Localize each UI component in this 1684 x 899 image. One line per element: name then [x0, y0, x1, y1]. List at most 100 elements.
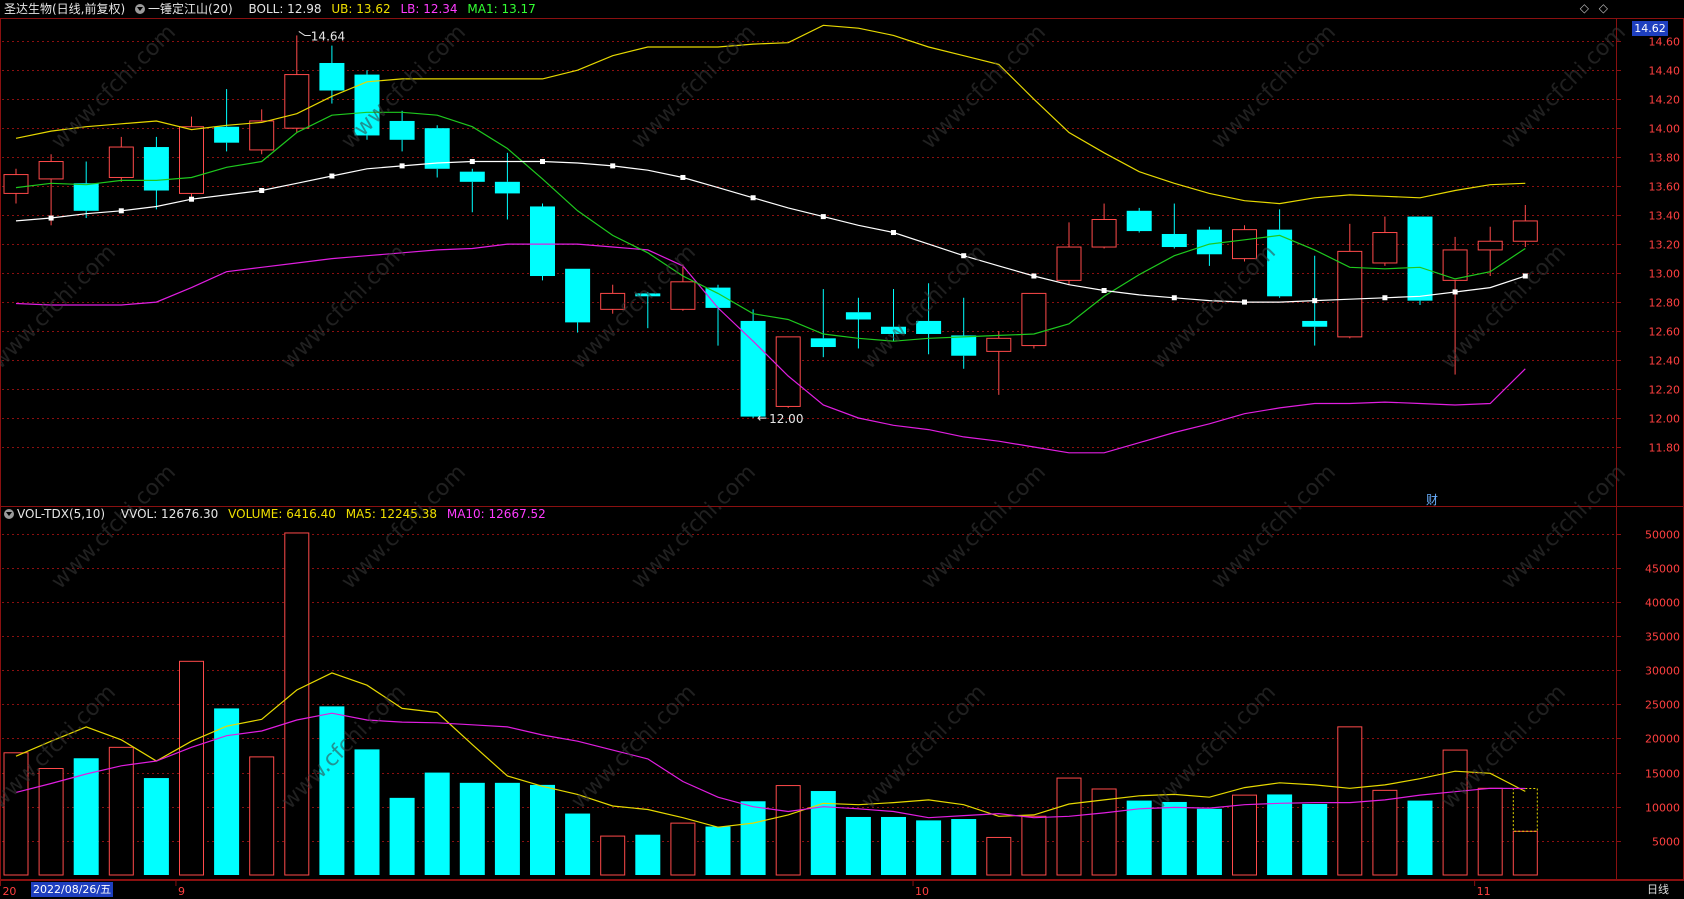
- boll-mid-marker: [1171, 295, 1177, 301]
- candle-body-up: [1056, 246, 1082, 281]
- volume-bar-down: [810, 791, 836, 875]
- price-tick-label: 12.60: [1649, 326, 1681, 339]
- candle-body-down: [1302, 320, 1328, 327]
- boll-mid-marker: [1031, 273, 1037, 279]
- candle-body-down: [740, 320, 766, 417]
- price-tick-label: 13.80: [1649, 152, 1681, 165]
- candle-body-down: [705, 287, 731, 308]
- volume-bar-up: [1337, 726, 1363, 876]
- candle-body-up: [108, 146, 134, 178]
- watermark: www.cfchi.com: [1147, 680, 1281, 814]
- volume-bar-up: [284, 532, 310, 876]
- volume-bar-up: [1056, 777, 1082, 876]
- candle-body-down: [881, 326, 906, 334]
- price-tick-label: 14.00: [1649, 123, 1681, 136]
- watermark: www.cfchi.com: [277, 240, 411, 374]
- candle-body-up: [1337, 250, 1363, 338]
- ub-value: UB: 13.62: [331, 2, 391, 16]
- candle-body-down: [1161, 233, 1187, 248]
- volume-bar-down: [214, 708, 240, 875]
- volume-bar-down: [319, 706, 345, 875]
- volume-value: VOLUME: 6416.40: [228, 507, 336, 521]
- volume-bar-down: [845, 816, 871, 875]
- watermark: www.cfchi.com: [1437, 680, 1571, 814]
- vvol-value: VVOL: 12676.30: [120, 507, 219, 521]
- volume-bar-up: [986, 836, 1012, 876]
- ma5-value: MA5: 12245.38: [345, 507, 438, 521]
- candle-body-down: [424, 128, 450, 169]
- dropdown-icon[interactable]: [135, 4, 146, 14]
- boll-mid-marker: [1312, 298, 1318, 304]
- boll-mid-marker: [1382, 295, 1388, 301]
- candle-body-up: [986, 337, 1012, 352]
- x-axis-label: 10: [915, 885, 929, 898]
- candle-body-up: [3, 174, 29, 194]
- volume-bar-down: [1302, 804, 1328, 875]
- volume-ma5-line: [15, 672, 1526, 828]
- candle-body-up: [600, 292, 626, 310]
- volume-bar-down: [1161, 801, 1187, 875]
- indicator-selector[interactable]: 一锤定江山(20): [135, 2, 239, 16]
- volume-bar-up: [38, 768, 64, 876]
- candle-body-down: [389, 120, 415, 140]
- watermark: www.cfchi.com: [1207, 20, 1341, 154]
- lb-value: LB: 12.34: [400, 2, 458, 16]
- boll-mid-line: [15, 160, 1526, 303]
- volume-bar-up: [1372, 789, 1398, 876]
- volume-bar-up: [600, 835, 626, 876]
- volume-bar-down: [705, 826, 731, 875]
- stock-label: 圣达生物(日线,前复权): [4, 2, 126, 16]
- volume-indicator-name: VOL-TDX(5,10): [17, 507, 106, 521]
- ma10-value: MA10: 12667.52: [446, 507, 546, 521]
- candle-body-up: [1372, 232, 1398, 264]
- price-tick-label: 13.40: [1649, 210, 1681, 223]
- candle-body-up: [1091, 218, 1117, 248]
- candle-body-up: [1477, 240, 1503, 251]
- volume-ma10-line: [15, 712, 1526, 819]
- dropdown-icon[interactable]: [4, 509, 14, 519]
- boll-mid-marker: [469, 159, 475, 165]
- candle-body-down: [73, 183, 99, 211]
- volume-bar-down: [143, 778, 169, 875]
- volume-bar-down: [916, 820, 942, 875]
- volume-bar-up: [249, 756, 275, 876]
- volume-tick-label: 15000: [1645, 768, 1680, 781]
- candle-body-down: [1126, 210, 1152, 232]
- candle-body-down: [635, 293, 661, 297]
- ma1-line: [15, 111, 1526, 342]
- volume-bar-down: [565, 813, 591, 875]
- watermark: www.cfchi.com: [47, 20, 181, 154]
- price-tick-label: 12.40: [1649, 355, 1681, 368]
- candle-body-up: [1021, 292, 1047, 347]
- candle-body-down: [1196, 229, 1222, 255]
- volume-indicator-selector[interactable]: VOL-TDX(5,10): [4, 507, 111, 521]
- price-tick-label: 14.20: [1649, 94, 1681, 107]
- volume-bar-up: [1091, 788, 1117, 876]
- boll-mid-marker: [820, 214, 826, 220]
- diamond-icon[interactable]: ◇: [1579, 1, 1589, 15]
- candle-body-up: [670, 281, 696, 310]
- volume-bar-down: [1407, 800, 1433, 875]
- candle-body-down: [214, 126, 240, 143]
- candle-body-down: [143, 147, 169, 191]
- candle-body-up: [249, 120, 275, 151]
- boll-mid-marker: [610, 163, 616, 169]
- diamond-icon[interactable]: ◇: [1598, 1, 1608, 15]
- candle-body-up: [1512, 220, 1538, 242]
- candle-body-down: [810, 338, 836, 348]
- period-label[interactable]: 日线: [1647, 883, 1669, 896]
- low-annotation-arrow: ←: [757, 411, 767, 425]
- price-tick-label: 13.00: [1649, 268, 1681, 281]
- volume-bar-up: [3, 752, 29, 876]
- volume-bar-up: [179, 660, 204, 876]
- volume-tick-label: 5000: [1652, 836, 1680, 849]
- candle-body-down: [1267, 229, 1293, 297]
- volume-bar-up: [670, 822, 696, 876]
- financial-marker[interactable]: 财: [1426, 493, 1439, 507]
- boll-value: BOLL: 12.98: [248, 2, 322, 16]
- volume-bar-up: [1477, 787, 1503, 876]
- volume-bar-down: [740, 801, 766, 875]
- current-price-tag: 14.62: [1632, 21, 1668, 36]
- candle-body-down: [494, 181, 520, 194]
